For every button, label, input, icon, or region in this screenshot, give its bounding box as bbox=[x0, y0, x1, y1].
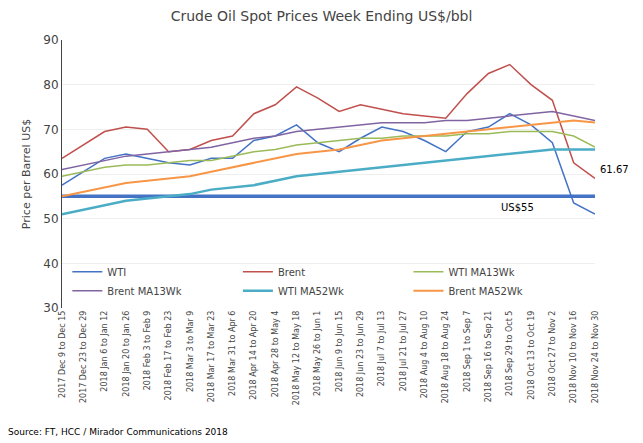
svg-text:Crude Oil Spot Prices Week End: Crude Oil Spot Prices Week Ending US$/bb… bbox=[171, 8, 473, 24]
svg-text:WTI MA13Wk: WTI MA13Wk bbox=[448, 267, 514, 278]
svg-text:2018 Aug 4 to Aug 10: 2018 Aug 4 to Aug 10 bbox=[420, 311, 429, 399]
svg-text:2018 Oct 27 to Nov 2: 2018 Oct 27 to Nov 2 bbox=[548, 311, 557, 397]
svg-text:WTI MA52Wk: WTI MA52Wk bbox=[278, 286, 344, 297]
svg-text:Brent MA52Wk: Brent MA52Wk bbox=[448, 286, 522, 297]
svg-text:US$55: US$55 bbox=[501, 202, 534, 213]
svg-text:2018 Mar 3 to Mar 9: 2018 Mar 3 to Mar 9 bbox=[186, 311, 195, 392]
svg-text:Price per Barrel US$: Price per Barrel US$ bbox=[20, 119, 33, 229]
svg-text:2018 Jun 23 to Jun 29: 2018 Jun 23 to Jun 29 bbox=[356, 311, 365, 397]
svg-text:70: 70 bbox=[43, 123, 58, 137]
svg-text:30: 30 bbox=[43, 301, 58, 315]
svg-text:2018 May 12 to May 18: 2018 May 12 to May 18 bbox=[292, 311, 301, 406]
svg-text:Source: FT, HCC / Mirador Comm: Source: FT, HCC / Mirador Communications… bbox=[8, 427, 228, 437]
svg-text:2018 Feb 3 to Feb 9: 2018 Feb 3 to Feb 9 bbox=[143, 311, 152, 391]
svg-text:90: 90 bbox=[43, 33, 58, 47]
svg-text:WTI: WTI bbox=[107, 267, 126, 278]
svg-text:2018 Apr 28 to May 4: 2018 Apr 28 to May 4 bbox=[271, 311, 280, 398]
svg-text:61.67: 61.67 bbox=[600, 164, 629, 175]
svg-text:2018 Sep 29 to Oct 5: 2018 Sep 29 to Oct 5 bbox=[505, 311, 514, 396]
svg-text:2018 Nov 24 to Nov 30: 2018 Nov 24 to Nov 30 bbox=[591, 311, 600, 404]
svg-text:2017 Dec 23 to Dec 29: 2017 Dec 23 to Dec 29 bbox=[79, 311, 88, 403]
svg-text:Brent MA13Wk: Brent MA13Wk bbox=[107, 286, 181, 297]
svg-text:2018 Mar 17 to Mar 23: 2018 Mar 17 to Mar 23 bbox=[207, 311, 216, 403]
svg-text:80: 80 bbox=[43, 78, 58, 92]
svg-text:2018 Sep 1 to Sep 7: 2018 Sep 1 to Sep 7 bbox=[463, 311, 472, 392]
svg-text:2018 Apr 14 to Apr 20: 2018 Apr 14 to Apr 20 bbox=[249, 311, 258, 400]
svg-text:2017 Dec 9 to Dec 15: 2017 Dec 9 to Dec 15 bbox=[58, 311, 67, 398]
svg-text:2018 Mar 31 to Apr 6: 2018 Mar 31 to Apr 6 bbox=[228, 311, 237, 396]
svg-text:50: 50 bbox=[43, 212, 58, 226]
svg-text:2018 Jan 20 to Jan 26: 2018 Jan 20 to Jan 26 bbox=[122, 311, 131, 397]
svg-text:2018 Jan 6 to Jan 12: 2018 Jan 6 to Jan 12 bbox=[100, 311, 109, 392]
svg-text:2018 Jul 21 to Jul 27: 2018 Jul 21 to Jul 27 bbox=[399, 311, 408, 392]
svg-text:2018 Nov 10 to Nov 16: 2018 Nov 10 to Nov 16 bbox=[569, 311, 578, 404]
svg-text:2018 Oct 13 to Oct 19: 2018 Oct 13 to Oct 19 bbox=[527, 311, 536, 400]
svg-text:40: 40 bbox=[43, 257, 58, 271]
svg-text:Brent: Brent bbox=[278, 267, 305, 278]
svg-text:2018 Jul 7 to Jul 13: 2018 Jul 7 to Jul 13 bbox=[377, 311, 386, 387]
svg-text:2018 Feb 17 to Feb 23: 2018 Feb 17 to Feb 23 bbox=[164, 311, 173, 401]
svg-text:2018 Jun 9 to Jun 15: 2018 Jun 9 to Jun 15 bbox=[335, 311, 344, 392]
svg-text:2018 Aug 18 to Aug 24: 2018 Aug 18 to Aug 24 bbox=[441, 311, 450, 404]
svg-text:60: 60 bbox=[43, 167, 58, 181]
svg-text:2018 Sep 16 to Sep 21: 2018 Sep 16 to Sep 21 bbox=[484, 311, 493, 403]
svg-text:2018 May 26 to Jun 1: 2018 May 26 to Jun 1 bbox=[313, 311, 322, 396]
